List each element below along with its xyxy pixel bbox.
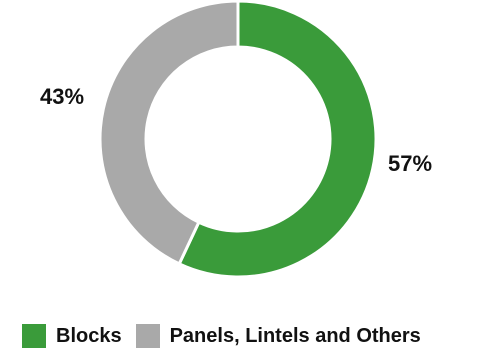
donut-slices: [98, 0, 378, 279]
legend-swatch-blocks: [22, 324, 46, 348]
legend-item-blocks: Blocks: [22, 324, 122, 348]
slice-label-blocks: 57%: [388, 151, 432, 176]
legend-label-panels: Panels, Lintels and Others: [169, 324, 421, 347]
donut-slice-blocks: [177, 0, 378, 279]
legend-swatch-panels: [135, 324, 160, 348]
donut-slice-panels: [98, 0, 240, 266]
slice-label-panels: 43%: [40, 84, 84, 109]
legend-label-blocks: Blocks: [56, 324, 122, 347]
chart-legend: Blocks Panels, Lintels and Others: [22, 323, 421, 349]
legend-item-panels: Panels, Lintels and Others: [135, 324, 421, 348]
